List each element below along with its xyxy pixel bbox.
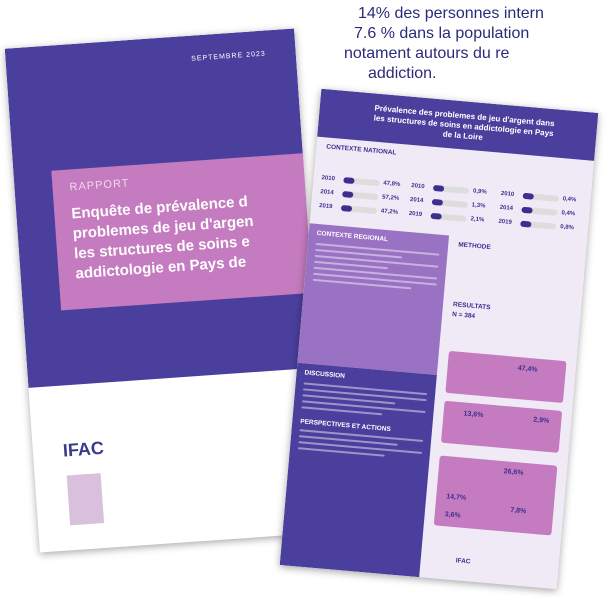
percent: 1,3% [471,202,486,210]
logo: IFAC [455,557,471,566]
year: 2019 [408,210,423,219]
percent: 0,9% [472,188,487,196]
percent: 57,2% [381,194,400,202]
percent: 0,8% [559,224,575,232]
year: 2010 [321,175,336,183]
percent: 0,4% [562,196,577,204]
result-n: N = 384 [451,311,476,321]
result-box [445,350,567,404]
stat-bar [340,204,378,215]
logo-graphic [66,473,105,526]
year: 2014 [320,189,334,197]
caption: 14% des personnes intern 7.6 % dans la p… [344,4,544,84]
percent: 0,4% [561,210,576,218]
result-box [440,400,563,453]
infographic: Prévalence des problemes de jeu d'argent… [279,88,599,590]
report-cover: SEPTEMBRE 2023 RAPPORT Enquête de préval… [4,28,330,553]
stat-bar [343,177,380,187]
stat-bar [430,212,467,222]
regional-section: CONTEXTE REGIONAL [297,223,450,375]
result-figure: 3,6% [444,511,461,520]
year: 2010 [500,190,515,198]
stat-bar [520,220,557,230]
year: 2010 [410,183,425,191]
heading: CONTEXTE NATIONAL [326,143,397,157]
result-figure: 7,8% [510,506,527,516]
discussion-section: DISCUSSION PERSPECTIVES ET ACTIONS [279,362,437,578]
stat-column: 2010 0,9% 2014 1,3% 2019 2,1% [408,179,496,228]
result-figure: 2,9% [532,416,550,425]
year: 2019 [498,218,513,226]
stat-column: 2010 0,4% 2014 0,4% 2019 0,8% [498,187,586,236]
footer: SRAE ADDICTOLOGIE DES PAYS DE LA LOIRE [129,383,264,399]
year: 2014 [409,196,424,205]
stat-bar [431,198,469,208]
year: 2019 [318,203,333,211]
percent: 47,8% [383,180,401,189]
caption-line: 7.6 % dans la population [354,25,530,42]
heading: RESULTATS [452,301,491,312]
stat-column: 2010 47,8% 2014 57,2% 2019 47,2% [319,171,407,220]
stat-bar [522,192,559,202]
year: 2014 [499,204,514,212]
caption-line: notament autours du re [344,45,510,62]
percent: 47,2% [380,208,399,216]
heading: METHODE [457,241,491,252]
percent: 2,1% [470,216,485,224]
stat-bar [521,206,558,216]
stat-bar [342,191,379,201]
logo: IFAC [62,437,105,461]
title: Enquête de prévalence d problemes de jeu… [71,192,257,284]
caption-line: 14% des personnes intern [358,5,544,22]
caption-line: addiction. [368,65,437,82]
stat-bar [432,184,470,195]
